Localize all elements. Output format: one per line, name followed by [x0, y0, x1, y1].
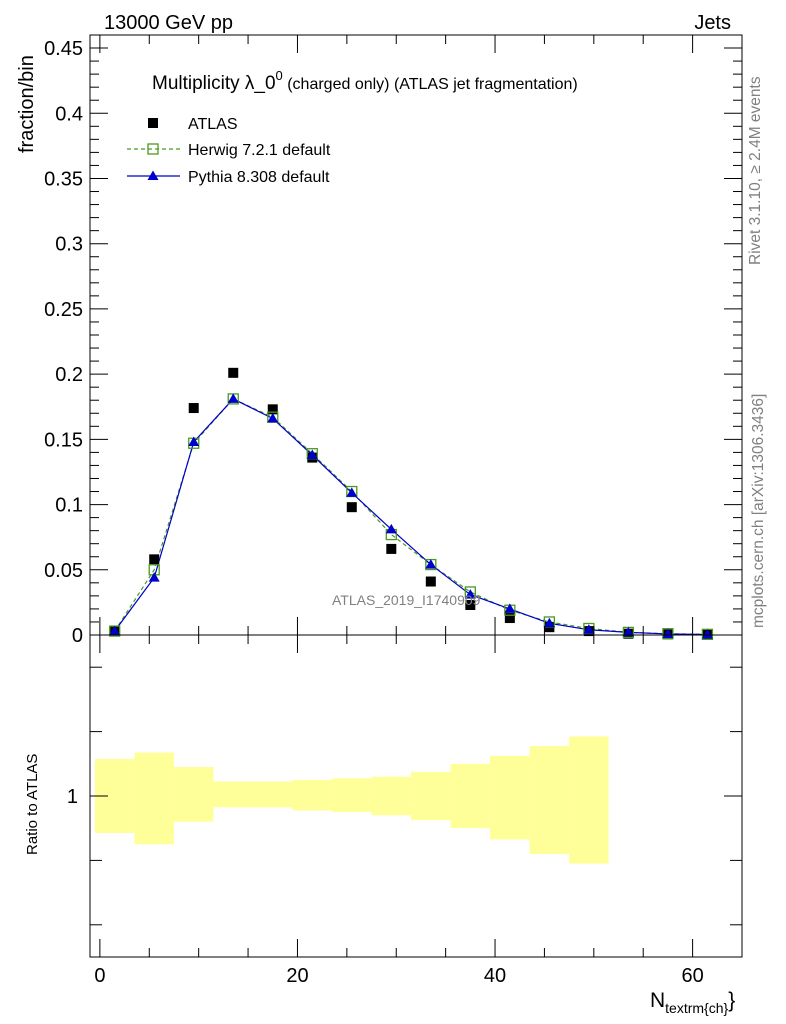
- main-x-ticks: [99, 35, 694, 635]
- legend-entry-pythia: Pythia 8.308 default: [127, 169, 330, 186]
- atlas-point: [188, 403, 199, 414]
- main-y-tick-label: 0.15: [44, 429, 83, 451]
- main-y-tick-label: 0.35: [44, 168, 83, 190]
- main-y-tick-label: 0.2: [55, 364, 83, 386]
- pythia-point: [662, 628, 674, 638]
- main-y-tick-label: 0: [72, 625, 83, 647]
- atlas-point: [465, 600, 476, 610]
- energy-label: 13000 GeV pp: [104, 12, 233, 34]
- legend-marker-atlas: [148, 118, 158, 128]
- ratio-band-bin: [529, 746, 570, 854]
- legend-label-atlas: ATLAS: [188, 116, 238, 133]
- x-tick-label: 40: [484, 965, 506, 987]
- x-label-close: }: [728, 989, 735, 1012]
- pythia-point: [188, 436, 200, 446]
- pythia-point: [622, 626, 634, 637]
- ratio-band-bin: [253, 781, 293, 808]
- atlas-point: [267, 404, 278, 415]
- ratio-band-bin: [450, 763, 491, 829]
- x-tick-label: 20: [286, 965, 308, 987]
- ratio-band: [94, 736, 609, 864]
- ratio-band-bin: [490, 755, 530, 840]
- legend-entry-herwig: Herwig 7.2.1 default: [127, 142, 331, 159]
- pythia-point: [306, 449, 318, 459]
- pythia-point: [464, 589, 476, 599]
- atlas-point: [228, 367, 239, 378]
- title-main: Multiplicity λ_0: [152, 73, 276, 94]
- atlas-point: [504, 613, 515, 624]
- title-rest: (charged only) (ATLAS jet fragmentation): [283, 76, 578, 93]
- ratio-band-bin: [371, 776, 412, 816]
- legend-label-herwig: Herwig 7.2.1 default: [188, 142, 331, 159]
- x-tick-label: 60: [681, 965, 703, 987]
- atlas-point: [425, 576, 436, 587]
- main-plot-content: [109, 367, 714, 640]
- legend-marker-pythia: [147, 170, 159, 180]
- atlas-point: [386, 543, 397, 554]
- ratio-band-bin: [173, 767, 214, 822]
- atlas-point: [149, 554, 160, 565]
- pythia-point: [109, 625, 121, 636]
- chart-title: Multiplicity λ_00 (charged only) (ATLAS …: [152, 68, 578, 94]
- mcplots-label: mcplots.cern.ch [arXiv:1306.3436]: [750, 394, 767, 628]
- legend-label-pythia: Pythia 8.308 default: [188, 169, 330, 186]
- x-axis-label: Ntextrm{ch}}: [650, 989, 735, 1016]
- pythia-point: [267, 412, 279, 423]
- pythia-point: [385, 523, 397, 534]
- x-tick-label: 0: [94, 965, 105, 987]
- legend: ATLAS Herwig 7.2.1 default Pythia 8.308 …: [127, 116, 331, 186]
- ratio-band-bin: [332, 778, 372, 813]
- atlas-point: [346, 502, 357, 513]
- main-panel: ATLAS_2019_I1740909 00.050.10.150.20.250…: [16, 34, 743, 647]
- ratio-band-bin: [569, 736, 609, 864]
- title-superscript: 0: [276, 68, 283, 83]
- main-y-tick-label: 0.25: [44, 299, 83, 321]
- pythia-point: [425, 559, 437, 569]
- main-y-axis: 0 0.05 0.1 0.15 0.2 0.25 0.3 0.35 0.4 0.45: [44, 38, 742, 647]
- legend-marker-herwig: [147, 143, 159, 155]
- legend-entry-atlas: ATLAS: [148, 116, 238, 133]
- main-y-tick-label: 0.3: [55, 234, 83, 256]
- pythia-point: [701, 628, 713, 639]
- pythia-point: [583, 624, 595, 634]
- ratio-panel: 1 0 20 40 60 Ratio to ATLAS Ntextrm{ch}}: [24, 634, 743, 1016]
- ratio-x-axis: 0 20 40 60: [94, 635, 704, 987]
- ratio-band-bin: [134, 752, 174, 845]
- ratio-y-axis: 1: [67, 666, 742, 926]
- herwig-line: [114, 398, 708, 635]
- analysis-watermark: ATLAS_2019_I1740909: [332, 592, 481, 608]
- rivet-label: Rivet 3.1.10, ≥ 2.4M events: [747, 76, 764, 265]
- ratio-y-label: Ratio to ATLAS: [24, 754, 41, 855]
- pythia-point: [504, 603, 516, 613]
- pythia-point: [346, 487, 358, 497]
- main-y-tick-label: 0.4: [55, 103, 83, 125]
- ratio-band-bin: [411, 771, 451, 821]
- pythia-point: [227, 393, 239, 403]
- pythia-line: [114, 398, 708, 636]
- main-y-tick-label: 0.1: [55, 495, 83, 517]
- process-label: Jets: [694, 12, 731, 34]
- main-y-tick-label: 0.05: [44, 560, 83, 582]
- pythia-point: [543, 617, 555, 628]
- x-label-main: N: [650, 989, 665, 1012]
- main-y-tick-label: 0.45: [44, 38, 83, 60]
- ratio-band-bin: [213, 781, 253, 808]
- ratio-band-bin: [292, 779, 333, 811]
- ratio-y-tick-label: 1: [67, 786, 78, 808]
- pythia-point: [148, 572, 160, 582]
- x-label-subscript: textrm{ch}: [665, 1000, 728, 1016]
- main-y-label: fraction/bin: [16, 55, 38, 153]
